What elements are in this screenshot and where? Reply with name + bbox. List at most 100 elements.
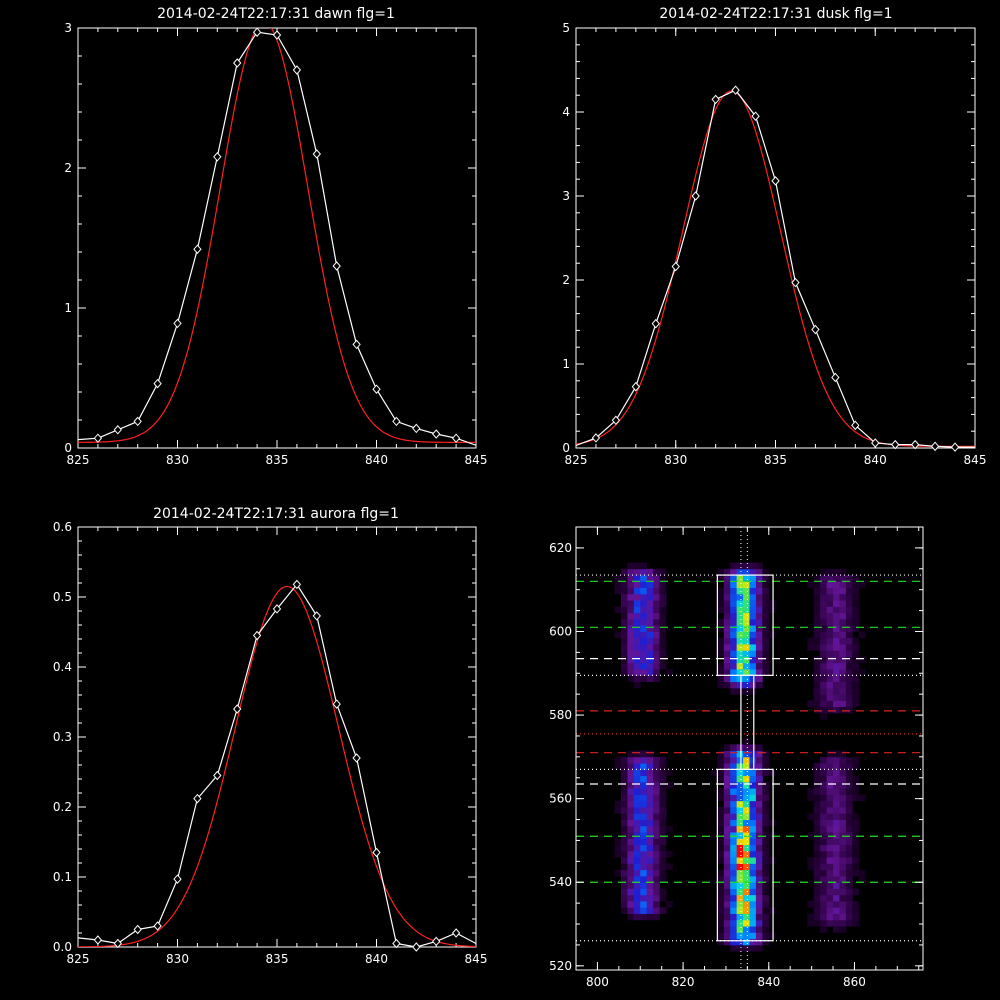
intensity-cell [749,600,757,607]
dawn-data-point [292,65,302,75]
intensity-cell [833,631,840,639]
intensity-cell [833,894,840,902]
intensity-cell [852,650,860,657]
intensity-cell [736,600,744,607]
intensity-cell [852,901,860,908]
intensity-cell [659,631,667,639]
intensity-cell [723,631,731,639]
intensity-cell [755,662,763,670]
intensity-cell [768,832,776,839]
intensity-cell [852,575,860,582]
intensity-cell [627,618,635,626]
dusk-data-point [871,438,880,448]
intensity-cell [736,775,744,783]
intensity-cell [813,869,821,877]
intensity-cell [736,794,744,802]
intensity-cell [749,593,757,601]
intensity-cell [852,656,860,664]
intensity-cell [717,838,725,846]
intensity-cell [723,838,731,846]
intensity-cell [813,863,821,871]
intensity-cell [653,669,660,676]
intensity-cell [646,656,654,664]
intensity-cell [749,907,757,914]
intensity-cell [659,618,667,626]
intensity-cell [736,562,744,570]
intensity-cell [633,669,641,676]
intensity-cell [833,600,840,607]
intensity-cell [749,562,757,570]
intensity-cell [749,662,757,670]
intensity-cell [820,637,828,645]
intensity-cell [755,938,763,946]
aurora-data-point [252,630,262,641]
intensity-cell [768,857,776,864]
dawn-x-tick-label: 825 [67,453,90,467]
intensity-cell [627,882,635,889]
intensity-cell [640,656,648,664]
intensity-cell [659,781,667,789]
intensity-cell [723,637,731,645]
intensity-cell [730,687,738,695]
intensity-cell [833,800,840,808]
intensity-cell [755,794,763,802]
intensity-cell [820,838,828,846]
intensity-cell [826,807,834,814]
intensity-cell [620,631,628,639]
intensity-cell [653,568,660,576]
intensity-cell [730,932,738,940]
intensity-cell [717,813,725,820]
intensity-cell [736,644,744,651]
dawn-chart-title: 2014-02-24T22:17:31 dawn flg=1 [157,6,395,22]
intensity-cell [723,926,731,933]
intensity-cell [736,901,744,908]
intensity-cell [743,687,750,695]
intensity-cell [646,662,654,670]
intensity-cell [736,863,744,871]
intensity-cell [839,700,847,708]
intensity-cell [820,882,828,889]
intensity-cell [839,888,847,896]
intensity-cell [653,869,660,877]
intensity-cell [614,844,622,852]
dusk-data-point [711,94,720,105]
intensity-cell [755,875,763,883]
intensity-cell [839,919,847,927]
dusk-y-tick-label: 1 [562,357,570,371]
intensity-cell [665,901,673,908]
intensity-cell [614,763,622,770]
intensity-cell [659,637,667,645]
intensity-cell [743,901,750,908]
dawn-x-tick-label: 845 [465,453,488,467]
intensity-cell [807,637,815,645]
intensity-cell [723,794,731,802]
intensity-cell [633,850,641,858]
intensity-cell [620,825,628,833]
intensity-cell [845,769,853,777]
intensity-cell [736,593,744,601]
dusk-data-point [891,439,900,450]
intensity-cell [826,618,834,626]
intensity-cell [653,662,660,670]
intensity-cell [833,750,840,758]
intensity-cell [646,756,654,764]
intensity-cell [730,807,738,814]
intensity-cell [852,781,860,789]
intensity-cell [755,832,763,839]
intensity-cell [723,650,731,657]
intensity-cell [755,863,763,871]
intensity-cell [833,656,840,664]
intensity-cell [839,781,847,789]
intensity-cell [736,926,744,933]
intensity-cell [633,644,641,651]
intensity-cell [627,875,635,883]
intensity-cell [839,575,847,582]
intensity-cell [723,750,731,758]
aurora-data-point [133,924,142,935]
intensity-cell [736,625,744,632]
intensity-cell [755,575,763,582]
intensity-cell [749,769,757,777]
intensity-cell [633,581,641,588]
intensity-cell [653,850,660,858]
intensity-cell [717,913,725,921]
